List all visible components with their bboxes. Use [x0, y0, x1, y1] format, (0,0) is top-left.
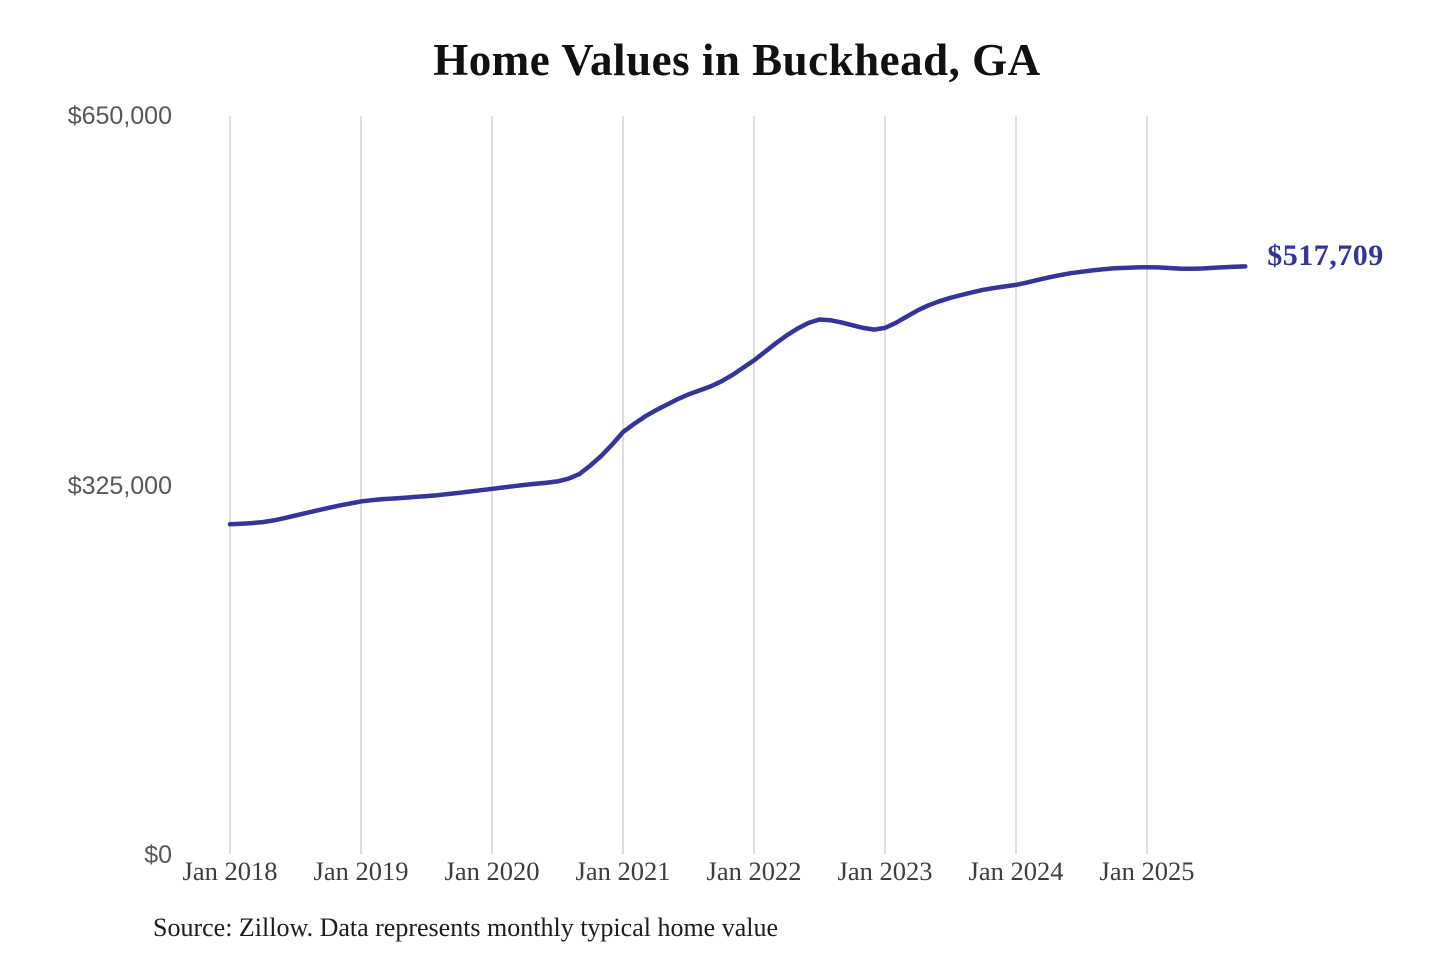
- y-axis-label: $0: [144, 841, 172, 869]
- x-axis-label: Jan 2021: [575, 856, 671, 886]
- home-value-line: [227, 264, 1248, 527]
- x-axis-label: Jan 2025: [1099, 856, 1195, 886]
- source-note: Source: Zillow. Data represents monthly …: [153, 913, 779, 942]
- x-axis-label: Jan 2020: [444, 856, 540, 886]
- x-axis-label: Jan 2022: [706, 856, 802, 886]
- x-axis-label: Jan 2024: [968, 856, 1064, 886]
- x-axis-label: Jan 2018: [182, 856, 278, 886]
- latest-value-label: $517,709: [1267, 239, 1384, 273]
- y-axis-label: $650,000: [67, 102, 172, 130]
- x-axis-label: Jan 2023: [837, 856, 933, 886]
- chart-title: Home Values in Buckhead, GA: [433, 35, 1041, 85]
- gridlines: [229, 116, 1148, 854]
- y-axis-label: $325,000: [67, 471, 172, 500]
- x-axis-label: Jan 2019: [313, 856, 409, 886]
